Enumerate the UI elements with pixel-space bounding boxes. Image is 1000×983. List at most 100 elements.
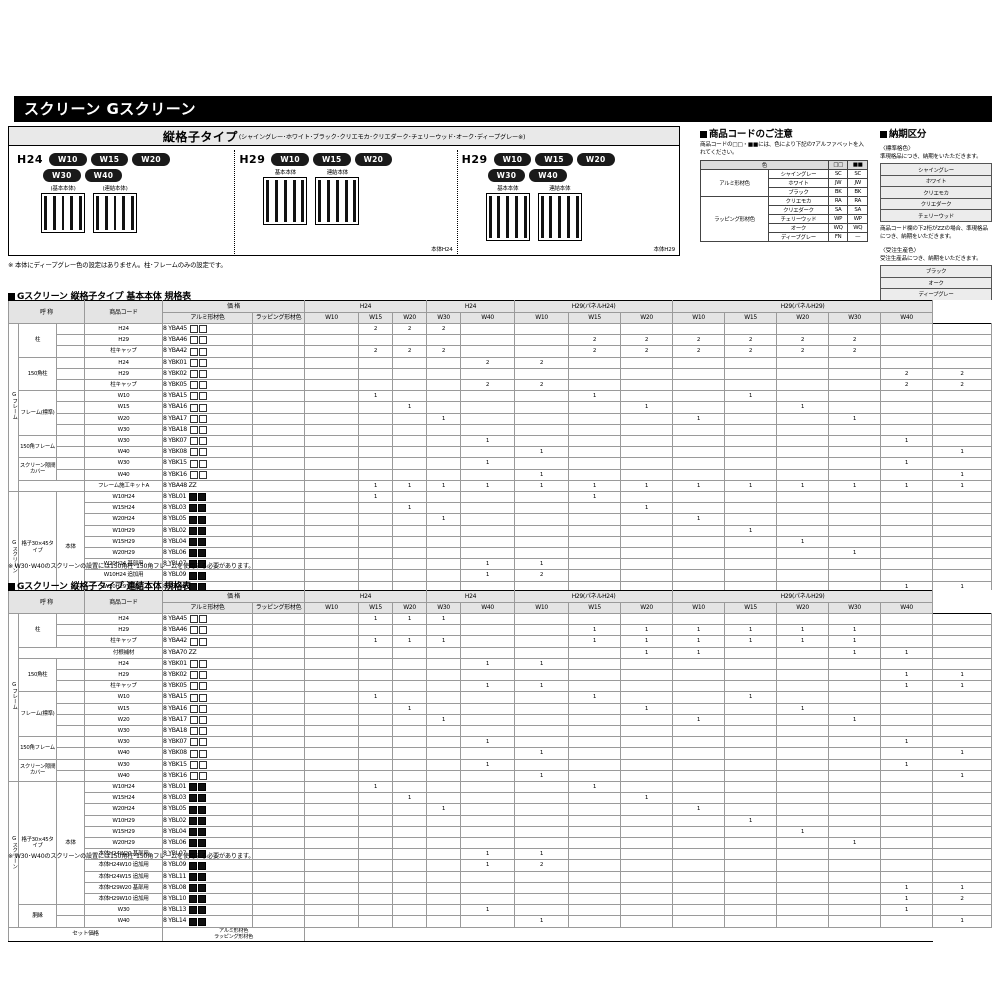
qty-cell: 1	[724, 814, 778, 827]
code-swatch-black	[189, 850, 198, 859]
qty-cell	[426, 535, 462, 549]
qty-cell	[620, 435, 674, 448]
qty-cell	[392, 435, 428, 448]
row-item-name: フレーム施工キットA	[84, 479, 163, 493]
color-name: ディープグレー	[767, 231, 829, 242]
color-code: RA	[847, 195, 868, 206]
section-label: Gフレーム	[11, 391, 18, 420]
qty-cell	[724, 657, 778, 671]
variant-group-2: H29 W10 W15 W20 基本本体 連結本体 本体H24	[235, 150, 458, 256]
qty-cell	[828, 881, 882, 895]
qty-cell	[620, 491, 674, 504]
qty-cell	[392, 893, 428, 906]
qty-cell	[776, 725, 830, 738]
spec-row: W40 8 YBK08 1 1	[9, 446, 992, 459]
width-chip-W10[interactable]: W10	[493, 153, 532, 166]
qty-cell	[568, 547, 622, 560]
width-chip-W15[interactable]: W15	[90, 153, 129, 166]
material-group-label: ラッピング形材色	[700, 195, 769, 242]
qty-cell	[620, 803, 674, 816]
price-wrapping-cell	[304, 646, 360, 659]
qty-cell	[460, 870, 516, 883]
width-chip-W15[interactable]: W15	[535, 153, 573, 166]
qty-cell	[460, 702, 516, 715]
product-code: 8 YBL07	[163, 560, 187, 568]
qty-cell: 1	[426, 803, 462, 816]
width-chip-W20[interactable]: W20	[576, 153, 615, 166]
qty-cell: 1	[880, 881, 934, 895]
price-wrapping-cell	[304, 859, 360, 872]
code-swatch-white	[189, 671, 198, 680]
qty-cell	[358, 747, 394, 760]
screen-louver-figure	[485, 193, 530, 241]
qty-cell	[358, 837, 394, 850]
qty-cell	[880, 635, 934, 648]
qty-cell: 1	[620, 792, 674, 805]
color-code-swatches	[189, 369, 207, 378]
row-group-label	[18, 646, 85, 659]
product-code: 8 YBK16	[163, 470, 188, 478]
qty-cell	[776, 524, 830, 537]
qty-cell	[620, 713, 674, 727]
price-aluminum-cell	[251, 367, 306, 381]
price-wrapping-cell	[304, 334, 360, 347]
row-subgroup-spacer	[56, 401, 85, 414]
variant-group-1: H24 W10 W15 W20 W30 W40 (基本本体) (連結本体)	[9, 150, 236, 256]
row-item-name: H29	[84, 367, 163, 381]
qty-cell	[426, 702, 462, 715]
order-color-table: ブラック オーク ディープグレー	[880, 265, 992, 301]
row-subgroup-spacer	[56, 904, 85, 917]
width-chip-W30[interactable]: W30	[43, 169, 81, 182]
spec-row: スクリーン隙間カバー W30 8 YBK15 1 1	[9, 457, 992, 481]
qty-cell	[392, 379, 428, 392]
width-chip-W15[interactable]: W15	[312, 153, 351, 166]
qty-cell	[932, 758, 992, 771]
width-chip-W20[interactable]: W20	[132, 153, 170, 166]
width-chip-W30[interactable]: W30	[487, 169, 526, 182]
louver-slat	[279, 180, 283, 222]
width-chip-W10[interactable]: W10	[271, 153, 309, 166]
width-chip-W40[interactable]: W40	[529, 169, 567, 182]
qty-cell	[514, 669, 570, 682]
qty-cell	[426, 859, 462, 872]
variant-height-label: H29	[239, 153, 266, 166]
qty-cell	[620, 691, 674, 704]
product-code: 8 YBK05	[163, 381, 188, 389]
width-chip-W10[interactable]: W10	[49, 153, 87, 166]
louver-slat	[501, 196, 505, 238]
color-code-swatches	[189, 727, 207, 736]
code-swatch-white	[189, 470, 198, 479]
qty-cell	[672, 535, 726, 549]
row-group-label	[18, 479, 85, 493]
order-color-label: 〈受注生産色〉	[880, 247, 920, 254]
qty-cell	[724, 848, 778, 861]
qty-cell	[514, 792, 570, 805]
qty-cell: 1	[568, 781, 622, 794]
qty-cell	[426, 457, 462, 470]
width-chip-W40[interactable]: W40	[84, 169, 123, 182]
louver-slat	[48, 196, 52, 230]
qty-cell	[880, 491, 934, 504]
set-price-blank-cell	[776, 926, 830, 942]
code-swatch-black	[189, 783, 198, 792]
qty-cell	[514, 736, 570, 749]
qty-cell	[568, 904, 622, 917]
qty-cell: 2	[460, 379, 516, 392]
row-subgroup-spacer	[56, 702, 85, 715]
qty-cell	[460, 814, 516, 827]
qty-cell	[358, 457, 394, 470]
row-item-name: W20H24	[84, 803, 163, 816]
variant-height-row: H29 W10 W15 W20	[239, 153, 456, 166]
width-chip-W20[interactable]: W20	[354, 153, 393, 166]
qty-cell	[426, 781, 462, 794]
price-aluminum-cell	[251, 345, 306, 358]
qty-cell	[568, 870, 622, 883]
qty-cell	[514, 691, 570, 704]
variant-group-3: H29 W10 W15 W20 W30 W40 基本本体 連結本体 本体H29	[458, 150, 679, 256]
width-header-W30-g2: W30	[426, 312, 462, 324]
qty-cell	[514, 502, 570, 515]
spec-row: 柱キャップ 8 YBK05 2 2 2 2	[9, 379, 992, 392]
set-price-blank-cell	[724, 926, 778, 942]
row-group-label: 胴縁	[18, 904, 57, 928]
louver-slat	[301, 180, 305, 222]
